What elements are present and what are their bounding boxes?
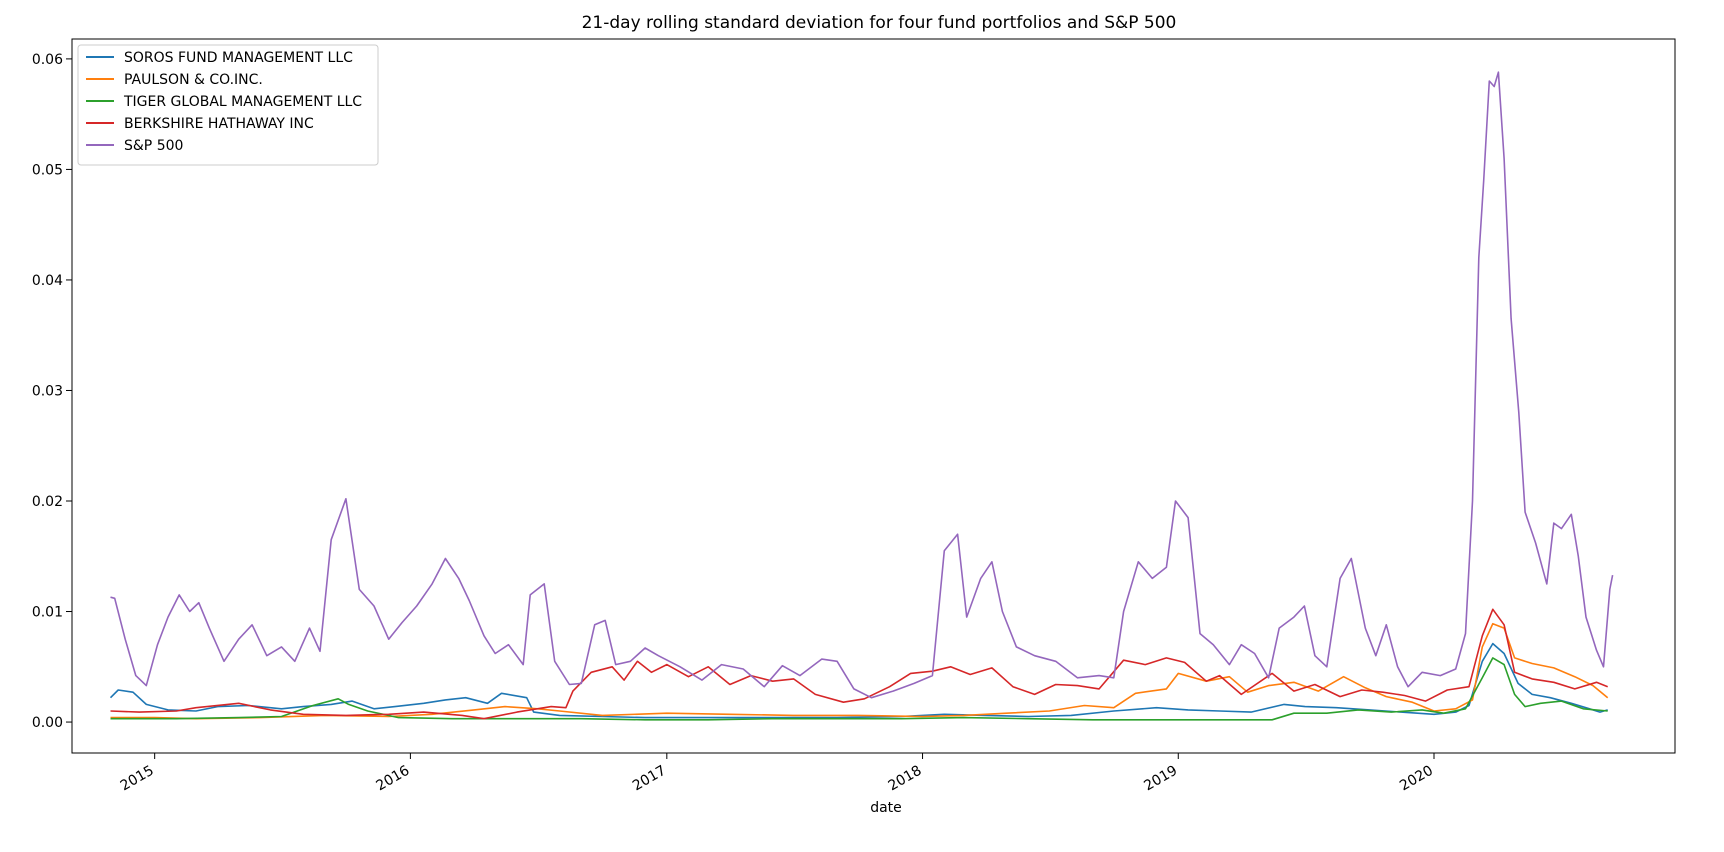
series-line-4 (110, 71, 1614, 699)
series-line-1 (110, 622, 1609, 720)
legend-label: PAULSON & CO.INC. (124, 72, 263, 88)
y-axis: 0.00 0.01 0.02 0.03 0.04 0.05 0.06 (32, 52, 72, 731)
legend-label: S&P 500 (124, 138, 183, 154)
y-tick-label: 0.01 (32, 605, 63, 621)
plot-frame (71, 38, 1676, 754)
y-tick-label: 0.03 (32, 383, 63, 399)
legend-label: BERKSHIRE HATHAWAY INC (124, 116, 314, 132)
series-line-3 (110, 608, 1608, 720)
y-tick-label: 0.05 (32, 162, 63, 178)
y-tick-label: 0.06 (32, 52, 63, 68)
legend-label: SOROS FUND MANAGEMENT LLC (124, 50, 353, 66)
legend-box (77, 44, 379, 166)
series-line-2 (110, 657, 1608, 721)
y-tick-label: 0.00 (32, 715, 63, 731)
chart-title: 21-day rolling standard deviation for fo… (582, 13, 1177, 33)
series-layer (109, 71, 1614, 721)
legend-label: TIGER GLOBAL MANAGEMENT LLC (123, 94, 362, 110)
y-tick-label: 0.04 (32, 273, 63, 289)
x-axis-label: date (870, 800, 902, 816)
legend: SOROS FUND MANAGEMENT LLC PAULSON & CO.IN… (77, 44, 379, 166)
y-tick-label: 0.02 (32, 494, 63, 510)
